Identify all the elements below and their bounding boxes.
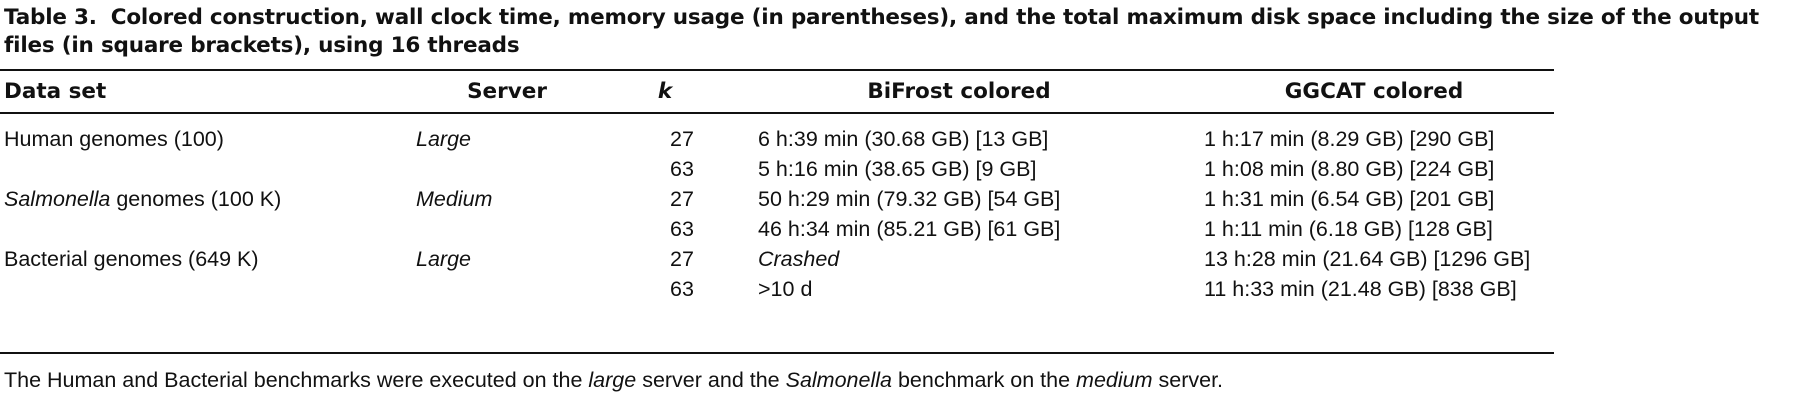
cell-data-set [0,274,408,304]
server-text: Large [416,246,471,271]
cell-server: Large [408,112,606,154]
ggcat-value: 1 h:08 min (8.80 GB) [224 GB] [1204,156,1495,181]
table-row: Human genomes (100) Large 27 6 h:39 min (30… [0,112,1554,154]
cell-server [408,214,606,244]
header-bifrost: BiFrost colored [867,79,1051,104]
data-set-text: Bacterial genomes (649 K) [4,246,259,271]
cell-server: Large [408,244,606,274]
cell-ggcat: 1 h:17 min (8.29 GB) [290 GB] [1194,112,1554,154]
bifrost-value: 6 h:39 min (30.68 GB) [13 GB] [758,126,1049,151]
k-value: 27 [670,246,694,271]
table-row: 63 5 h:16 min (38.65 GB) [9 GB] 1 h:08 min… [0,154,1554,184]
cell-k: 27 [606,184,724,214]
bifrost-value: 46 h:34 min (85.21 GB) [61 GB] [758,216,1061,241]
cell-k: 27 [606,112,724,154]
k-value: 63 [670,156,694,181]
cell-data-set [0,214,408,244]
footnote-part: benchmark on the [891,368,1077,392]
footnote-part: server. [1152,368,1224,392]
footnote-salmonella: Salmonella [785,368,892,392]
data-set-italic: Salmonella [4,186,111,211]
cell-bifrost: 50 h:29 min (79.32 GB) [54 GB] [724,184,1194,214]
bifrost-value: 50 h:29 min (79.32 GB) [54 GB] [758,186,1061,211]
cell-k: 63 [606,154,724,184]
cell-bifrost: >10 d [724,274,1194,304]
footnote-large: large [588,368,637,392]
results-table: Data set Server k BiFrost colored GGCAT … [0,71,1554,304]
server-text: Medium [416,186,493,211]
k-value: 27 [670,186,694,211]
header-data-set: Data set [4,79,107,104]
table-caption-label: Table 3. [4,5,97,30]
cell-server: Medium [408,184,606,214]
header-ggcat: GGCAT colored [1284,79,1464,104]
table-caption-text: Colored construction, wall clock time, m… [4,5,1759,58]
cell-bifrost: 5 h:16 min (38.65 GB) [9 GB] [724,154,1194,184]
cell-k: 27 [606,244,724,274]
data-set-text: genomes (100 K) [110,186,282,211]
table-bottom-rule [0,352,1554,354]
cell-data-set [0,154,408,184]
bifrost-value: 5 h:16 min (38.65 GB) [9 GB] [758,156,1037,181]
cell-bifrost: Crashed [724,244,1194,274]
header-k: k [657,79,673,104]
cell-server [408,274,606,304]
cell-ggcat: 11 h:33 min (21.48 GB) [838 GB] [1194,274,1554,304]
cell-server [408,154,606,184]
table-top-rule [0,69,1554,71]
cell-data-set: Salmonella genomes (100 K) [0,184,408,214]
cell-ggcat: 1 h:11 min (6.18 GB) [128 GB] [1194,214,1554,244]
cell-bifrost: 6 h:39 min (30.68 GB) [13 GB] [724,112,1194,154]
table-row: 63 46 h:34 min (85.21 GB) [61 GB] 1 h:11 m… [0,214,1554,244]
bifrost-value: Crashed [758,246,840,271]
cell-bifrost: 46 h:34 min (85.21 GB) [61 GB] [724,214,1194,244]
cell-k: 63 [606,214,724,244]
table-caption: Table 3. Colored construction, wall clock… [4,4,1784,60]
bifrost-value: >10 d [758,276,813,301]
k-value: 63 [670,216,694,241]
table-header-row: Data set Server k BiFrost colored GGCAT … [0,71,1554,112]
cell-ggcat: 1 h:31 min (6.54 GB) [201 GB] [1194,184,1554,214]
cell-data-set: Human genomes (100) [0,112,408,154]
ggcat-value: 11 h:33 min (21.48 GB) [838 GB] [1204,276,1517,301]
table-row: Salmonella genomes (100 K) Medium 27 50 h:2… [0,184,1554,214]
cell-ggcat: 13 h:28 min (21.64 GB) [1296 GB] [1194,244,1554,274]
table-row: Bacterial genomes (649 K) Large 27 Crashed 1… [0,244,1554,274]
table-row: 63 >10 d 11 h:33 min (21.48 GB) [838 GB] [0,274,1554,304]
cell-data-set: Bacterial genomes (649 K) [0,244,408,274]
cell-ggcat: 1 h:08 min (8.80 GB) [224 GB] [1194,154,1554,184]
table-body: Human genomes (100) Large 27 6 h:39 min (30… [0,112,1554,304]
data-set-text: Human genomes (100) [4,126,224,151]
ggcat-value: 1 h:11 min (6.18 GB) [128 GB] [1204,216,1493,241]
ggcat-value: 1 h:17 min (8.29 GB) [290 GB] [1204,126,1495,151]
server-text: Large [416,126,471,151]
table-footnote: The Human and Bacterial benchmarks were … [4,366,1223,394]
ggcat-value: 13 h:28 min (21.64 GB) [1296 GB] [1204,246,1531,271]
footnote-medium: medium [1076,368,1153,392]
ggcat-value: 1 h:31 min (6.54 GB) [201 GB] [1204,186,1495,211]
k-value: 63 [670,276,694,301]
footnote-part: The Human and Bacterial benchmarks were … [4,368,589,392]
table-header-rule [0,112,1554,114]
header-server: Server [467,79,547,104]
cell-k: 63 [606,274,724,304]
k-value: 27 [670,126,694,151]
footnote-part: server and the [636,368,786,392]
